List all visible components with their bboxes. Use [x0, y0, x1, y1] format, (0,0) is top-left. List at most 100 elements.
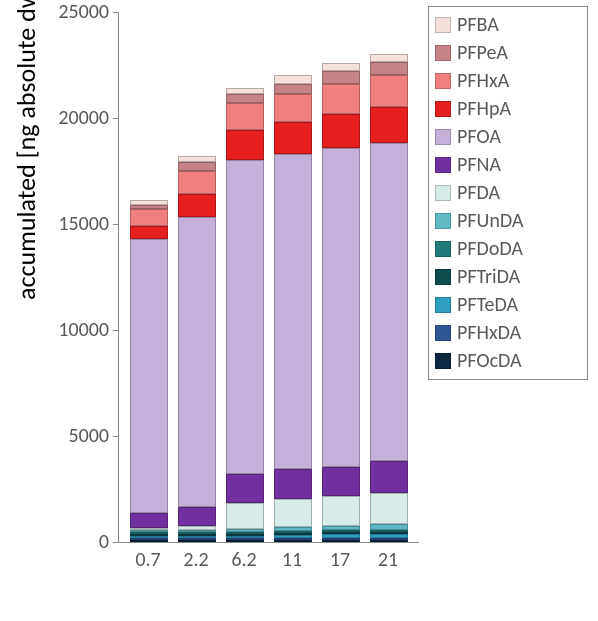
y-tick-label: 15000 — [58, 212, 109, 236]
x-tick-label: 2.2 — [177, 548, 215, 572]
bar-segment-pfhxa — [370, 75, 408, 107]
y-tick-label: 5000 — [68, 424, 109, 448]
x-tick-label: 17 — [321, 548, 359, 572]
legend-swatch — [435, 353, 451, 369]
bar-segment-pfhxa — [178, 171, 216, 194]
bar-segment-pfocda — [226, 540, 264, 542]
x-tick-label: 0.7 — [129, 548, 167, 572]
legend-swatch — [435, 129, 451, 145]
legend-item: PFHxA — [435, 67, 581, 95]
legend-item: PFNA — [435, 151, 581, 179]
legend-swatch — [435, 157, 451, 173]
legend: PFBAPFPeAPFHxA PFHpA PFOAPFNAPFDAPFUnDAPFD… — [428, 6, 588, 380]
bar-segment-pfpea — [322, 71, 360, 84]
stacked-bar-chart: accumulated [ng absolute dw] 05000100001… — [0, 0, 598, 621]
bar-segment-pfna — [130, 513, 168, 528]
bar — [178, 156, 216, 542]
bar-segment-pfhpa — [322, 114, 360, 148]
legend-label: PFOA — [457, 125, 501, 149]
legend-item: PFUnDA — [435, 207, 581, 235]
bar-segment-pfhpa — [130, 226, 168, 239]
bar-segment-pfna — [322, 467, 360, 497]
bar-segment-pfoa — [226, 160, 264, 474]
legend-swatch — [435, 101, 451, 117]
legend-item: PFHxDA — [435, 319, 581, 347]
plot-area: 0500010000150002000025000 — [118, 12, 419, 543]
bar-segment-pfpea — [274, 84, 312, 95]
bar-segment-pfhpa — [178, 194, 216, 217]
bar-segment-pfna — [226, 474, 264, 504]
legend-label: PFTeDA — [457, 293, 518, 317]
legend-swatch — [435, 325, 451, 341]
bar-segment-pfpea — [226, 94, 264, 102]
bar-segment-pfda — [322, 496, 360, 526]
legend-label: PFHxA — [457, 69, 509, 93]
bar — [322, 63, 360, 542]
legend-label: PFTriDA — [457, 265, 520, 289]
bar-segment-pfhxa — [226, 103, 264, 131]
bar-segment-pfpea — [178, 162, 216, 170]
legend-label: PFBA — [457, 13, 499, 37]
bar-segment-pfda — [274, 499, 312, 527]
bar-segment-pfda — [370, 493, 408, 525]
legend-swatch — [435, 213, 451, 229]
legend-item: PFOA — [435, 123, 581, 151]
legend-swatch — [435, 297, 451, 313]
y-tick-label: 10000 — [58, 318, 109, 342]
bar — [370, 54, 408, 542]
legend-item: PFDA — [435, 179, 581, 207]
bar-segment-pfhpa — [226, 130, 264, 160]
y-tick-label: 0 — [99, 530, 109, 554]
bar-segment-pfocda — [322, 540, 360, 542]
bar-segment-pfhxa — [130, 209, 168, 226]
bar-segment-pfhpa — [370, 107, 408, 143]
legend-label: PFOcDA — [457, 349, 522, 373]
bar — [274, 75, 312, 542]
bar-segment-pfhxa — [274, 94, 312, 122]
legend-label: PFDA — [457, 181, 500, 205]
x-tick-label: 21 — [369, 548, 407, 572]
bar-segment-pfocda — [274, 540, 312, 542]
bar-segment-pfna — [274, 469, 312, 499]
bar-segment-pfoa — [130, 239, 168, 514]
legend-swatch — [435, 185, 451, 201]
legend-item: PFTriDA — [435, 263, 581, 291]
bar-segment-pfhpa — [274, 122, 312, 154]
bar-segment-pfpea — [370, 62, 408, 75]
bar-segment-pfocda — [370, 540, 408, 542]
legend-label: PFHpA — [457, 97, 511, 121]
bar-segment-pfna — [178, 507, 216, 526]
bar-segment-pfoa — [178, 217, 216, 506]
legend-label: PFDoDA — [457, 237, 523, 261]
bar-segment-pfoa — [370, 143, 408, 461]
legend-item: PFPeA — [435, 39, 581, 67]
legend-item: PFOcDA — [435, 347, 581, 375]
bar — [226, 88, 264, 542]
bar-segment-pfba — [370, 54, 408, 62]
y-tick-label: 25000 — [58, 0, 109, 24]
bar-segment-pfda — [226, 503, 264, 528]
bar-segment-pfocda — [130, 540, 168, 542]
legend-swatch — [435, 269, 451, 285]
legend-swatch — [435, 241, 451, 257]
x-tick-label: 11 — [273, 548, 311, 572]
x-tick-label: 6.2 — [225, 548, 263, 572]
bars-group — [119, 12, 419, 542]
legend-item: PFTeDA — [435, 291, 581, 319]
legend-swatch — [435, 73, 451, 89]
bar-segment-pfba — [274, 75, 312, 83]
bar-segment-pfoa — [322, 148, 360, 467]
legend-item: PFBA — [435, 11, 581, 39]
bar — [130, 200, 168, 542]
legend-label: PFHxDA — [457, 321, 521, 345]
legend-item: PFHpA — [435, 95, 581, 123]
x-axis-labels: 0.7 2.2 6.2 11 17 21 — [118, 548, 418, 572]
bar-segment-pfhxa — [322, 84, 360, 114]
bar-segment-pfba — [322, 63, 360, 71]
bar-segment-pfna — [370, 461, 408, 493]
y-tick — [113, 542, 119, 543]
legend-item: PFDoDA — [435, 235, 581, 263]
y-tick-label: 20000 — [58, 106, 109, 130]
legend-swatch — [435, 17, 451, 33]
y-axis-title: accumulated [ng absolute dw] — [10, 0, 42, 300]
